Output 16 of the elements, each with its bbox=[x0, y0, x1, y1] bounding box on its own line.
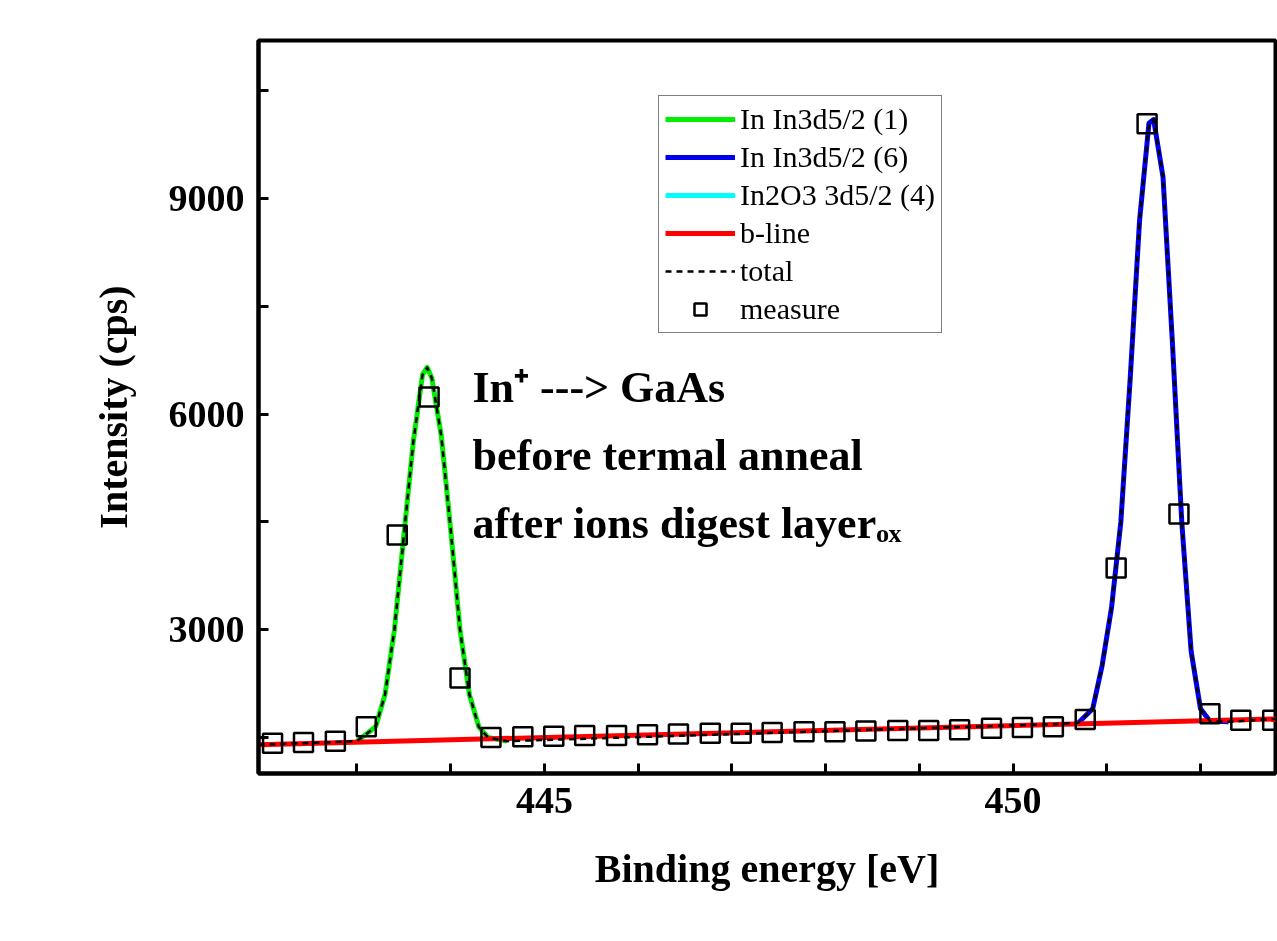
legend-label: In In3d5/2 (6) bbox=[740, 140, 909, 174]
legend-label: b-line bbox=[740, 216, 810, 250]
annotation: after ions digest layerₒₓ bbox=[472, 498, 902, 548]
annotation: In⁺ ---> GaAs bbox=[472, 362, 726, 412]
y-tick-label: 3000 bbox=[168, 608, 245, 651]
legend-label: total bbox=[740, 254, 794, 288]
x-axis-title: Binding energy [eV] bbox=[594, 845, 940, 891]
x-tick-label: 445 bbox=[515, 778, 573, 821]
y-tick-label: 6000 bbox=[168, 392, 245, 435]
legend-label: measure bbox=[740, 292, 840, 326]
x-tick-label: 450 bbox=[984, 778, 1042, 821]
annotation: before termal anneal bbox=[472, 430, 863, 480]
y-tick-label: 9000 bbox=[168, 177, 245, 220]
legend-label: In In3d5/2 (1) bbox=[740, 102, 909, 136]
legend-label: In2O3 3d5/2 (4) bbox=[740, 178, 935, 212]
y-axis-title: Intensity (cps) bbox=[90, 285, 136, 529]
